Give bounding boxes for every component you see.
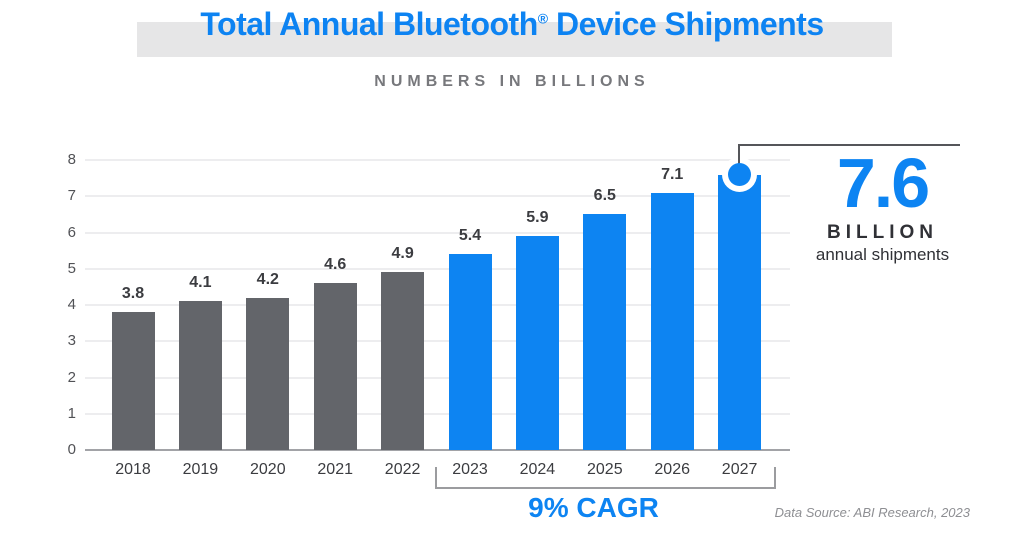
gridline-2 [85,376,790,379]
y-axis-tick-label: 1 [67,404,76,422]
x-axis-line [85,449,790,451]
y-axis-tick-label: 4 [67,296,76,313]
cagr-bracket [435,467,776,489]
page-title-text: Total Annual Bluetooth [200,6,538,42]
x-axis-tick-label-2027: 2027 [721,461,758,478]
bar-value-label-2023: 5.4 [458,227,482,245]
bar-2019 [178,301,222,450]
bar-2025 [583,214,627,450]
x-axis-tick-label-2023: 2023 [452,461,488,478]
x-axis-tick-label-2022: 2022 [384,461,421,478]
title-highlight-band [137,22,892,57]
gridline-4 [85,304,790,306]
bar-2022 [381,272,425,450]
x-axis-tick-label-2025: 2025 [587,461,623,478]
bar-2020 [246,297,290,450]
y-axis-tick-label: 7 [67,187,76,205]
callout-2027: 7.6 BILLION annual shipments [795,148,970,265]
bar-value-label-2018: 3.8 [121,285,145,303]
x-axis-tick-label-2020: 2020 [250,461,286,478]
y-axis-tick-label: 6 [67,223,76,241]
x-axis-tick-label-2026: 2026 [654,461,690,478]
bar-value-label-2021: 4.6 [324,256,347,274]
x-axis-tick-label-2024: 2024 [519,461,556,478]
bar-2026 [650,192,694,450]
bar-2024 [515,236,559,450]
x-axis-tick-label-2021: 2021 [317,461,353,478]
y-axis-tick-label: 3 [67,332,76,350]
data-source: Data Source: ABI Research, 2023 [774,505,970,520]
bar-2023 [448,254,492,450]
gridline-6 [85,231,790,234]
chart-subtitle: NUMBERS IN BILLIONS [374,73,650,90]
registered-trademark-symbol: ® [537,10,548,27]
bar-value-label-2022: 4.9 [391,245,414,263]
y-axis-tick-label: 2 [67,368,76,386]
bar-value-label-2019: 4.1 [189,274,212,292]
gridline-3 [85,340,790,343]
gridline-8 [85,159,790,161]
cagr-label: 9% CAGR [528,492,659,523]
callout-caption: annual shipments [815,245,950,264]
bar-value-label-2025: 6.5 [593,187,616,205]
bar-value-label-2020: 4.2 [256,270,279,288]
gridline-7 [85,195,790,198]
callout-connector-horizontal [738,144,960,146]
gridline-5 [85,267,790,270]
y-axis-tick-label: 8 [67,151,76,168]
bar-value-label-2026: 7.1 [661,165,684,183]
page-title: Total Annual Bluetooth® Device Shipments [0,6,1024,43]
x-axis-tick-label-2018: 2018 [115,461,151,478]
highlight-marker-dot [728,163,752,186]
bar-2027 [718,174,762,450]
gridline-1 [85,412,790,415]
callout-value: 7.6 [836,144,930,222]
y-axis-tick-label: 5 [67,259,76,277]
bar-2021 [313,283,357,450]
y-axis-tick-label: 0 [67,441,76,458]
callout-connector-vertical [738,144,740,170]
x-axis-tick-label-2019: 2019 [182,461,219,478]
bar-value-label-2024: 5.9 [526,209,549,227]
bar-2018 [111,312,155,450]
callout-unit: BILLION [827,222,938,243]
page-title-text-suffix: Device Shipments [547,6,824,42]
